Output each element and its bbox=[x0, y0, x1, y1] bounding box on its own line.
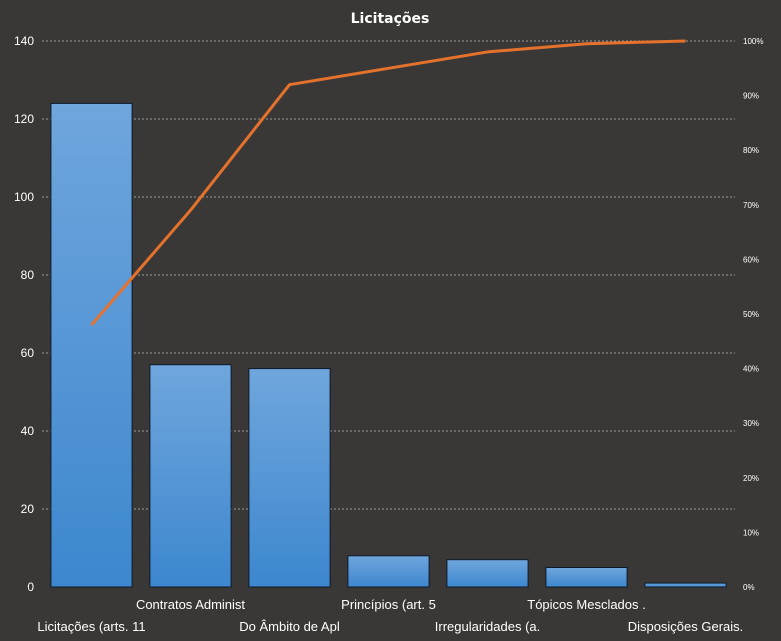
bar bbox=[446, 559, 529, 588]
y-tick-label: 100 bbox=[14, 190, 34, 204]
y-tick-label: 120 bbox=[14, 112, 34, 126]
y2-tick-label: 0% bbox=[743, 583, 755, 592]
y2-tick-label: 90% bbox=[743, 92, 759, 101]
x-axis: Licitações (arts. 11 Contratos Administ Do… bbox=[37, 597, 743, 634]
y-axis-left: 0 20 40 60 80 100 120 140 bbox=[14, 34, 34, 594]
y-tick-label: 40 bbox=[21, 424, 35, 438]
bar bbox=[347, 555, 430, 588]
x-tick-label: Irregularidades (a. bbox=[435, 619, 541, 634]
y2-tick-label: 60% bbox=[743, 255, 759, 264]
x-tick-label: Tópicos Mesclados . bbox=[527, 597, 646, 612]
y-axis-right: 0% 10% 20% 30% 40% 50% 60% 70% 80% 90% 100% bbox=[743, 37, 763, 592]
x-tick-label: Licitações (arts. 11 bbox=[37, 619, 145, 634]
y2-tick-label: 80% bbox=[743, 146, 759, 155]
cumulative-line-series bbox=[90, 39, 686, 326]
y2-tick-label: 100% bbox=[743, 37, 763, 46]
gridlines bbox=[42, 40, 735, 510]
y-tick-label: 60 bbox=[21, 346, 35, 360]
bar bbox=[545, 567, 628, 588]
y2-tick-label: 10% bbox=[743, 528, 759, 537]
y2-tick-label: 50% bbox=[743, 310, 759, 319]
bar bbox=[50, 102, 133, 588]
y-tick-label: 140 bbox=[14, 34, 34, 48]
y-tick-label: 80 bbox=[21, 268, 35, 282]
y2-tick-label: 20% bbox=[743, 474, 759, 483]
y-tick-label: 20 bbox=[21, 502, 35, 516]
x-tick-label: Contratos Administ bbox=[136, 597, 245, 612]
cumulative-line bbox=[90, 39, 686, 326]
bar-series bbox=[50, 102, 727, 588]
x-tick-label: Disposições Gerais. bbox=[628, 619, 744, 634]
bar bbox=[149, 364, 232, 588]
bar bbox=[644, 582, 727, 588]
bar bbox=[248, 368, 331, 588]
y2-tick-label: 30% bbox=[743, 419, 759, 428]
y2-tick-label: 70% bbox=[743, 201, 759, 210]
x-tick-label: Do Âmbito de Apl bbox=[239, 619, 340, 634]
y2-tick-label: 40% bbox=[743, 365, 759, 374]
x-tick-label: Princípios (art. 5 bbox=[341, 597, 436, 612]
y-tick-label: 0 bbox=[27, 580, 34, 594]
chart-title: Licitações bbox=[351, 11, 430, 27]
